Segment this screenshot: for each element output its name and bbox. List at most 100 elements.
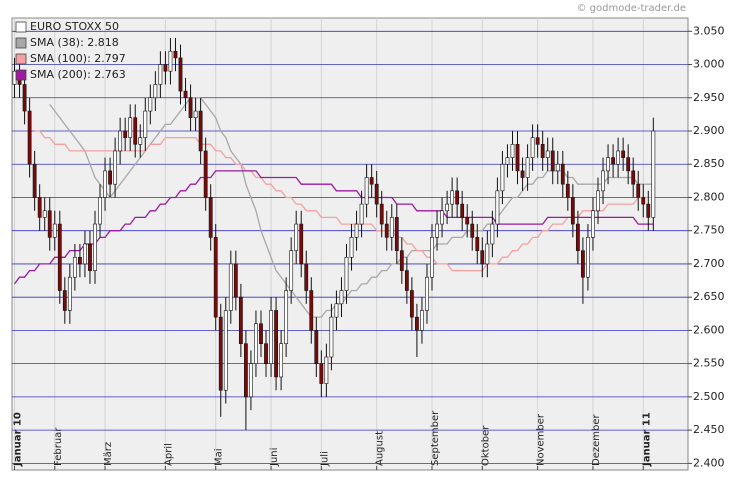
candle-body [188,97,193,119]
candle-body [409,290,414,318]
candle-body [621,150,626,158]
candle-body [198,110,203,152]
candle-body [218,316,223,391]
candle-body [505,157,510,165]
candle-body [631,170,636,185]
candle-body [42,210,47,218]
candle-body [314,330,319,364]
candle-body [168,50,173,72]
candle-body [289,250,294,291]
candle-body [269,310,273,364]
candle-body [52,223,57,238]
candle-body [208,197,213,238]
candle-body [334,303,339,318]
candle-body [32,163,37,198]
candle-body [435,223,439,238]
candle-body [67,276,72,311]
x-tick-label: Januar 11 [641,412,652,467]
candle-body [93,223,97,271]
candle-body [103,170,107,198]
legend-label: EURO STOXX 50 [30,20,119,33]
candle-body [389,217,394,238]
candle-body [148,97,153,112]
candle-body [404,270,409,291]
legend-label: SMA (38): 2.818 [30,36,119,49]
x-tick-label: Januar 10 [13,412,24,467]
candle-body [641,197,646,205]
candle-body [153,84,158,99]
candle-body [525,157,530,178]
y-tick-label: 2.450 [693,423,725,436]
x-tick-label: März [103,442,114,466]
candle-body [460,203,465,218]
candle-body [98,197,102,225]
candle-body [254,323,258,364]
candle-body [27,110,32,165]
candle-body [450,190,455,205]
x-tick-label: Juli [319,451,330,467]
candle-body [611,157,615,165]
candle-body [223,310,228,391]
y-tick-label: 2.650 [693,290,725,303]
candle-body [374,183,379,205]
candle-body [465,217,470,225]
candle-body [530,137,535,158]
watermark: © godmode-trader.de [577,3,687,14]
sma-line [13,170,654,285]
x-tick-label: August [375,431,386,466]
candle-body [339,290,344,305]
candle-body [238,296,243,345]
candle-body [550,150,555,172]
candle-body [193,110,198,119]
candle-body [83,243,87,265]
candle-body [500,163,505,192]
candle-body [480,250,485,265]
candle-body [651,130,656,218]
candle-body [47,210,52,238]
y-tick-label: 3.050 [693,24,725,37]
candle-body [510,143,515,158]
candle-body [470,223,475,238]
candle-body [304,263,309,291]
candle-body [108,170,112,185]
candle-body [158,64,163,85]
candle-body [520,170,525,178]
x-tick-label: Dezember [591,414,602,466]
candle-body [249,363,253,398]
x-tick-label: November [536,413,547,466]
candle-body [178,57,183,92]
candle-body [364,177,369,205]
candle-body [57,223,62,291]
candle-body [319,363,324,384]
legend-swatch [15,53,27,65]
candle-body [455,190,460,205]
candle-body [228,263,233,311]
candle-body [294,223,299,251]
candle-body [565,183,570,198]
candle-body [570,197,575,225]
candle-body [490,223,495,245]
candle-body [264,343,268,364]
candle-body [636,183,641,198]
y-tick-label: 2.400 [693,456,725,469]
candle-body [329,316,334,358]
candle-body [344,256,349,291]
x-tick-label: Oktober [480,425,491,466]
candle-body [349,237,354,258]
candle-body [118,130,123,152]
candle-body [78,256,82,265]
candle-body [359,203,364,225]
candle-body [354,223,359,238]
candle-body [183,90,188,99]
legend-label: SMA (100): 2.797 [30,52,126,65]
x-tick-label: Mai [214,448,225,466]
candle-body [213,237,218,318]
candle-body [575,223,580,251]
candle-body [163,64,168,72]
candle-body [37,197,42,218]
x-tick-label: April [163,443,174,466]
candle-body [173,50,178,59]
y-tick-label: 2.500 [693,390,725,403]
candle-body [475,237,480,251]
